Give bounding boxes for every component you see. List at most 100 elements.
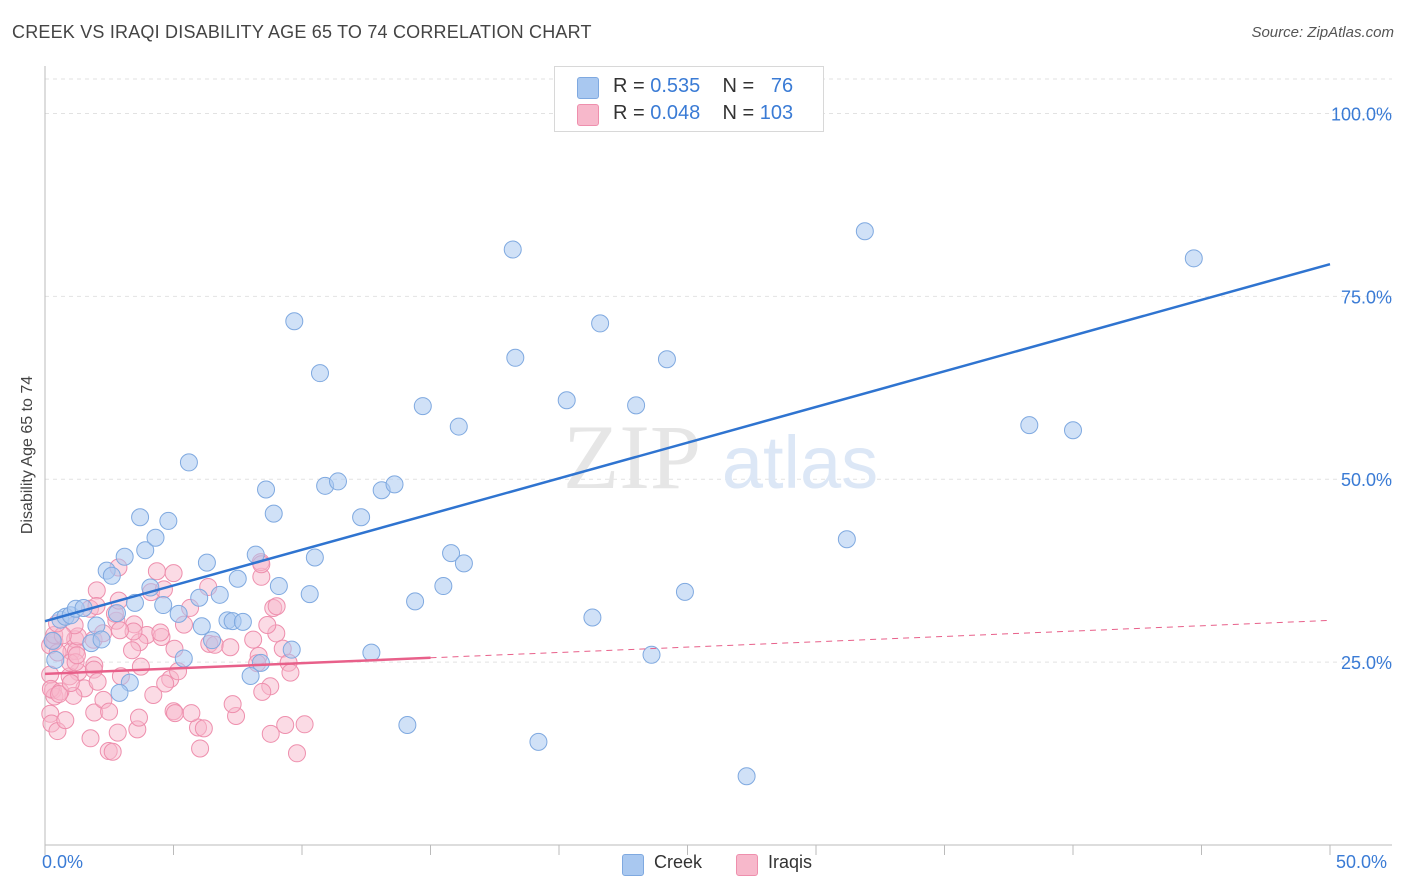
creek-point-42 <box>305 548 324 567</box>
creek-point-16 <box>136 541 155 560</box>
creek-point-59 <box>529 732 548 751</box>
creek-point-20 <box>159 511 178 530</box>
creek-point-73 <box>1184 249 1203 268</box>
iraqi-point-83 <box>81 729 100 748</box>
y-tick-label-3: 100.0% <box>1331 104 1392 124</box>
iraqi-point-96 <box>61 673 80 692</box>
creek-point-33 <box>241 667 260 686</box>
y-tick-labels: 25.0% 50.0% 75.0% 100.0% <box>1331 104 1392 673</box>
iraqi-point-54 <box>194 719 213 738</box>
iraqi-stats: R = 0.048 N = 103 <box>613 102 793 125</box>
bottom-iraqi-label: Iraqis <box>768 852 813 872</box>
trend-lines <box>44 262 1331 676</box>
creek-point-58 <box>506 348 525 367</box>
creek-point-28 <box>210 585 229 604</box>
creek-point-35 <box>251 653 270 672</box>
creek-point-37 <box>264 504 283 523</box>
iraqi-r-value: 0.048 <box>650 102 701 124</box>
creek-point-64 <box>642 645 661 664</box>
iraqi-point-80 <box>56 711 75 730</box>
iraqi-point-72 <box>156 674 175 693</box>
creek-point-8 <box>92 630 111 649</box>
iraqi-point-47 <box>182 704 201 723</box>
iraqi-r-label: R = <box>613 102 645 124</box>
creek-point-46 <box>352 508 371 527</box>
creek-n-label: N = <box>722 75 755 97</box>
creek-r-value: 0.535 <box>650 75 701 97</box>
creek-point-36 <box>257 480 276 499</box>
creek-point-60 <box>557 391 576 410</box>
iraqi-point-9 <box>147 562 166 581</box>
creek-point-63 <box>627 396 646 415</box>
iraqi-point-68 <box>281 663 300 682</box>
iraqi-trend-line-extension <box>430 619 1331 659</box>
creek-point-45 <box>328 472 347 491</box>
bottom-creek-swatch <box>622 854 644 876</box>
creek-point-68 <box>737 767 756 786</box>
iraqi-point-99 <box>110 621 129 640</box>
y-tick-label-1: 50.0% <box>1341 470 1392 490</box>
x-tick-label-min: 0.0% <box>42 852 84 872</box>
iraqi-point-16 <box>261 724 280 743</box>
watermark: ZIP atlas <box>563 406 878 508</box>
creek-point-21 <box>169 604 188 623</box>
creek-points <box>43 104 1203 786</box>
creek-point-52 <box>413 397 432 416</box>
axes <box>44 66 1392 855</box>
creek-point-18 <box>146 528 165 547</box>
creek-point-75 <box>110 683 129 702</box>
iraqi-point-52 <box>253 682 272 701</box>
iraqi-point-87 <box>221 638 240 657</box>
creek-point-22 <box>174 649 193 668</box>
creek-n-value: 76 <box>770 75 794 97</box>
creek-point-50 <box>398 716 417 735</box>
creek-point-38 <box>269 577 288 596</box>
creek-r-label: R = <box>613 75 645 97</box>
iraqi-point-17 <box>87 581 106 600</box>
creek-point-40 <box>285 312 304 331</box>
creek-point-10 <box>102 566 121 585</box>
iraqi-point-51 <box>100 702 119 721</box>
creek-point-47 <box>362 643 381 662</box>
iraqi-swatch <box>577 104 599 126</box>
x-tick-label-max: 50.0% <box>1336 852 1388 872</box>
iraqi-point-7 <box>223 695 242 714</box>
iraqi-point-93 <box>287 744 306 763</box>
watermark-atlas: atlas <box>722 421 878 504</box>
iraqi-point-41 <box>258 616 277 635</box>
creek-point-56 <box>454 554 473 573</box>
creek-point-23 <box>179 453 198 472</box>
creek-point-55 <box>449 417 468 436</box>
creek-swatch <box>577 77 599 99</box>
creek-point-12 <box>115 547 134 566</box>
creek-point-26 <box>197 553 216 572</box>
iraqi-point-18 <box>129 708 148 727</box>
chart-title: CREEK VS IRAQI DISABILITY AGE 65 TO 74 C… <box>12 22 592 42</box>
y-axis-label: Disability Age 65 to 74 <box>19 375 36 535</box>
creek-point-41 <box>300 585 319 604</box>
creek-point-39 <box>282 640 301 659</box>
creek-point-53 <box>434 577 453 596</box>
creek-point-69 <box>837 530 856 549</box>
iraqi-trend-line <box>44 656 431 676</box>
creek-point-24 <box>190 588 209 607</box>
creek-point-25 <box>192 617 211 636</box>
iraqi-point-61 <box>131 657 150 676</box>
iraqi-point-56 <box>164 564 183 583</box>
iraqi-point-82 <box>295 715 314 734</box>
creek-point-62 <box>591 314 610 333</box>
creek-point-54 <box>442 544 461 563</box>
creek-point-65 <box>657 350 676 369</box>
iraqi-point-102 <box>151 623 170 642</box>
iraqi-point-39 <box>123 641 142 660</box>
creek-point-66 <box>675 582 694 601</box>
creek-point-74 <box>46 650 65 669</box>
iraqi-point-79 <box>50 685 69 704</box>
iraqi-point-40 <box>166 704 185 723</box>
iraqi-point-88 <box>88 672 107 691</box>
bottom-creek-label: Creek <box>654 852 703 872</box>
creek-point-43 <box>310 364 329 383</box>
stats-legend: R = 0.535 N = 76 R = 0.048 N = 103 <box>554 66 824 132</box>
y-tick-label-2: 75.0% <box>1341 287 1392 307</box>
creek-point-32 <box>233 612 252 631</box>
